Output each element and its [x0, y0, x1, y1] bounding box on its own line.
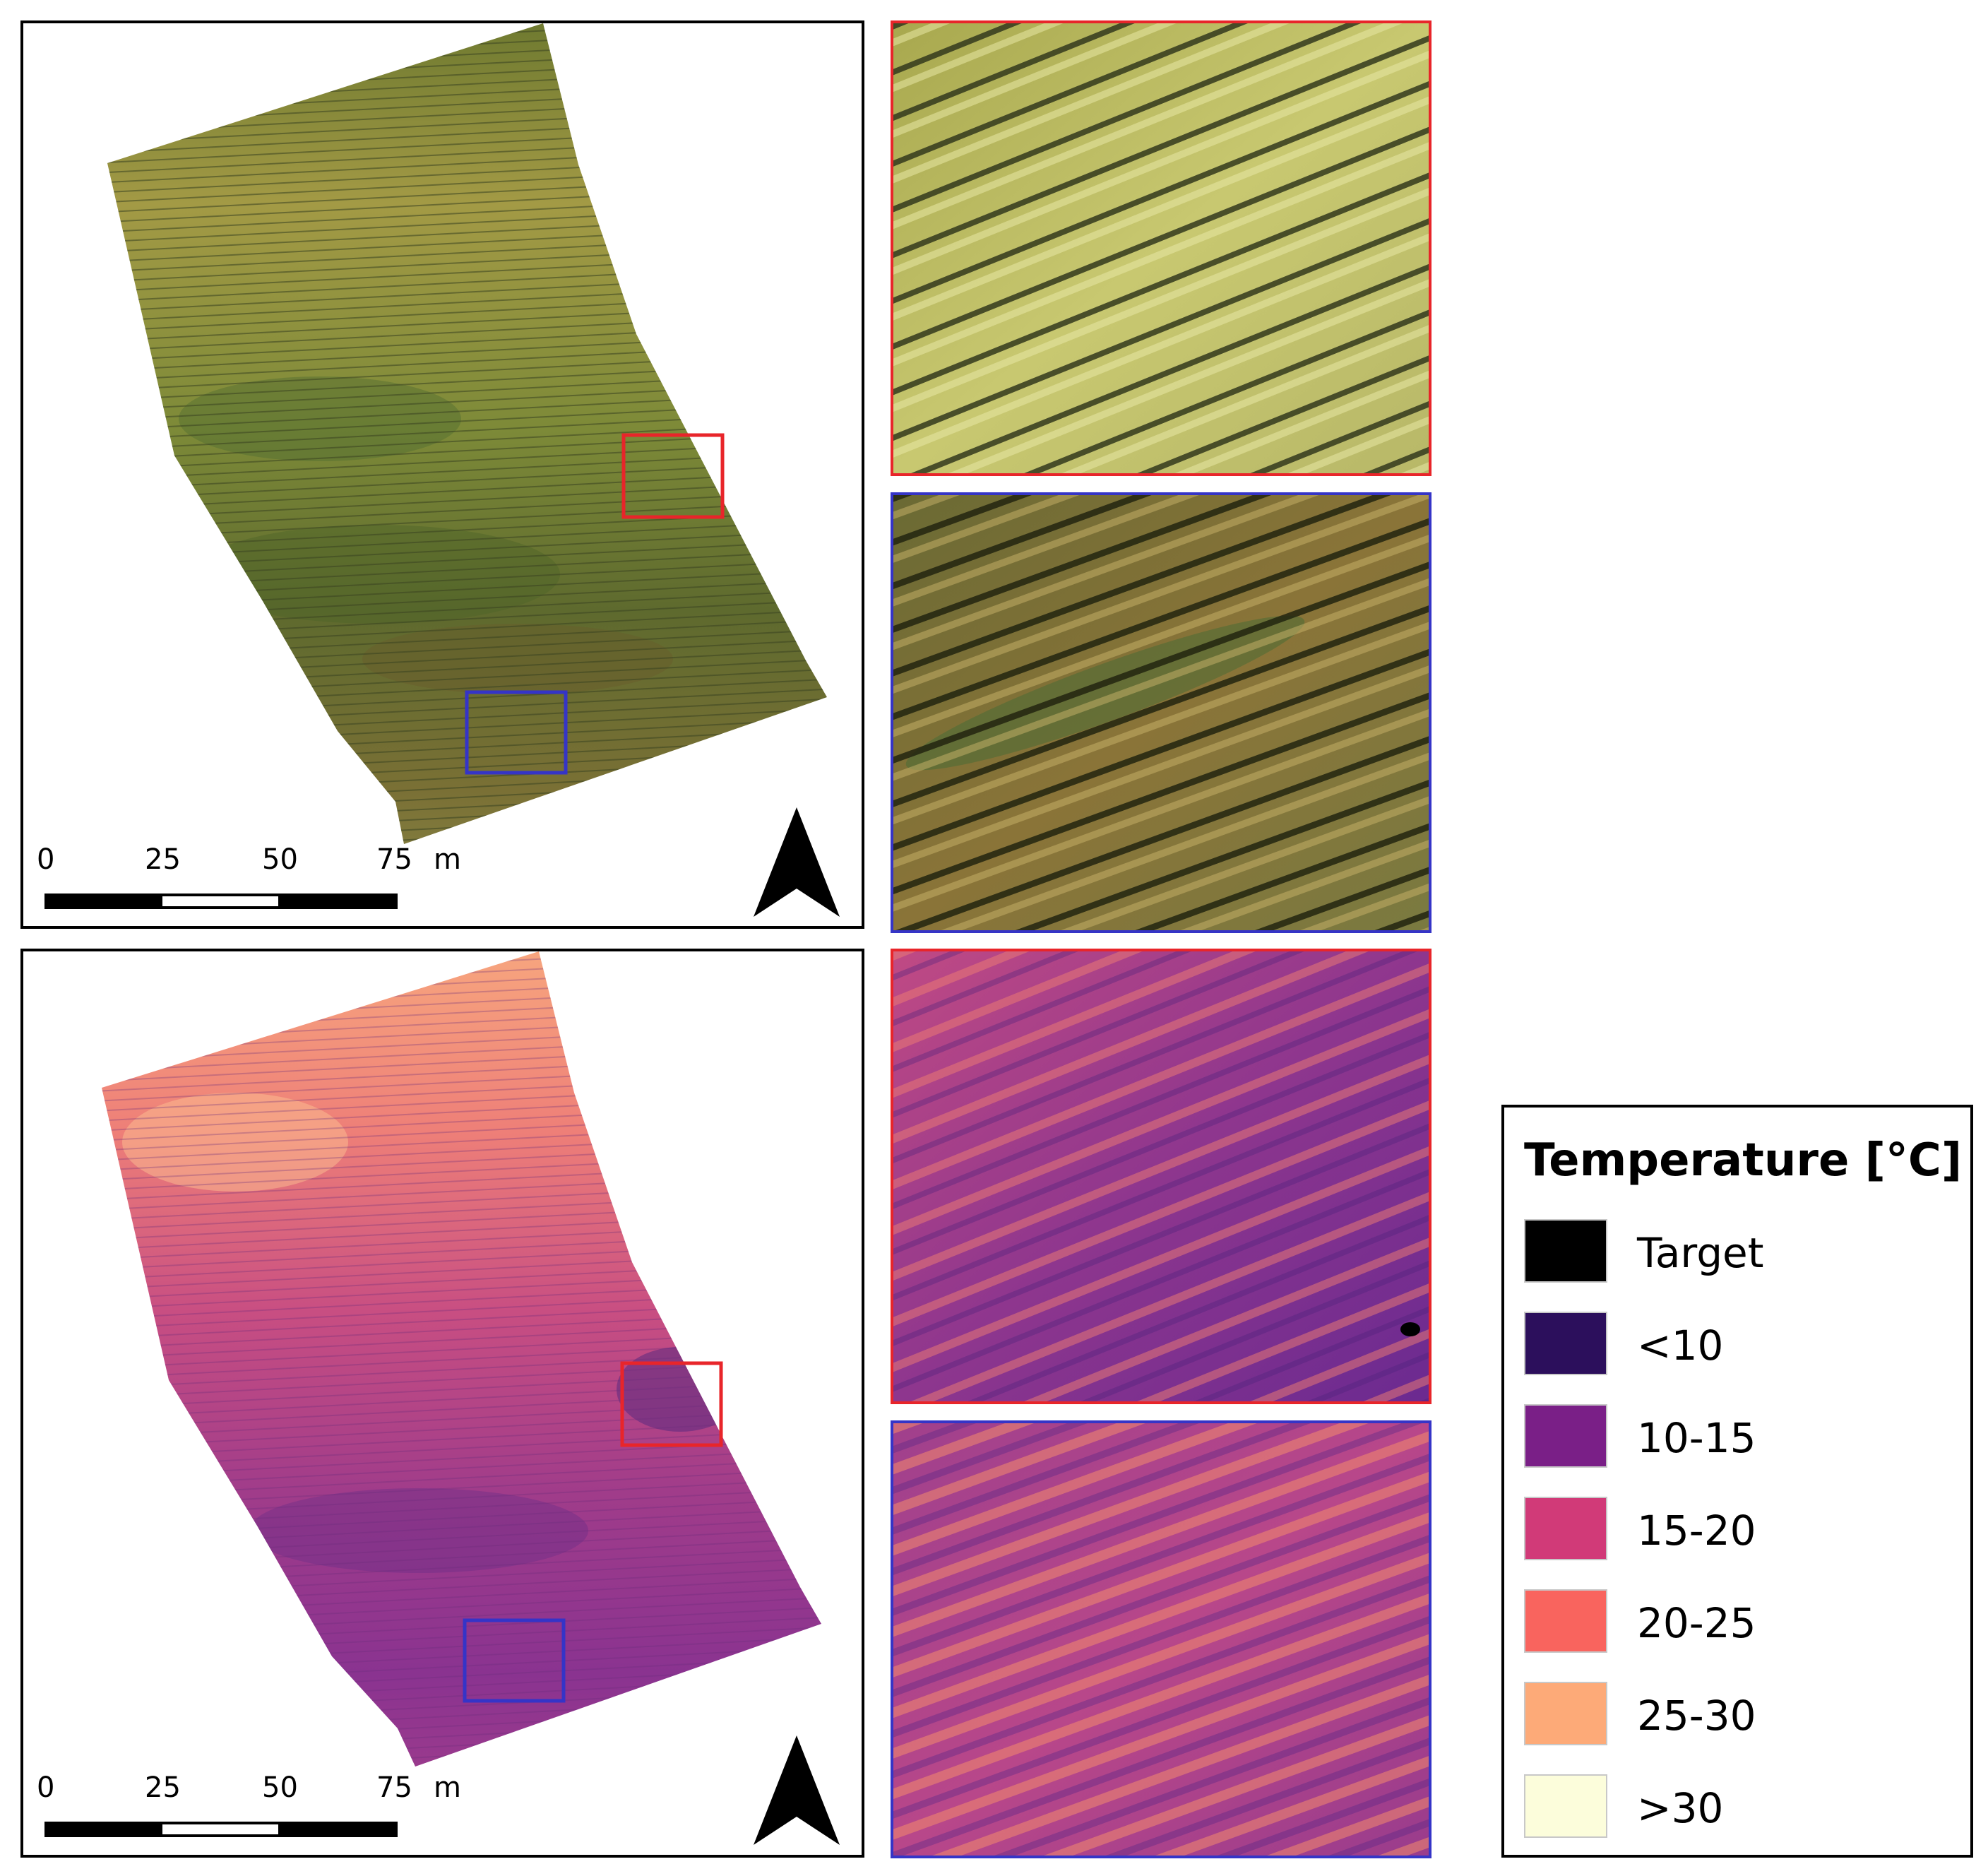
rgb-map-panel: 0 25 50 75 m — [20, 20, 864, 929]
legend-swatch — [1524, 1219, 1607, 1283]
scale-tick-label: 0 — [37, 843, 55, 876]
rgb-field-map — [44, 23, 840, 917]
thermal-map-panel: 0 25 50 75 m — [20, 949, 864, 1858]
scale-tick-label: 50 — [262, 843, 298, 876]
scale-tick-label: 75 — [376, 1771, 412, 1804]
legend-label: 10-15 — [1637, 1414, 1756, 1462]
scale-tick-label: 75 — [376, 843, 412, 876]
thermal-highlight-box-blue — [463, 1618, 566, 1703]
legend-entry: 20-25 — [1524, 1589, 1948, 1654]
legend-label: <10 — [1637, 1322, 1724, 1370]
temperature-legend: Temperature [°C] Target <10 10-15 15-20 20-2… — [1501, 1105, 1973, 1858]
legend-swatch — [1524, 1497, 1607, 1560]
rgb-highlight-box-red — [621, 433, 725, 519]
legend-label: 15-20 — [1637, 1507, 1756, 1555]
thermal-highlight-box-red — [620, 1361, 723, 1447]
rgb-inset-red-image — [893, 23, 1429, 473]
legend-label: 20-25 — [1637, 1599, 1756, 1647]
scale-bar-segment — [162, 1824, 278, 1834]
legend-label: Target — [1637, 1229, 1764, 1277]
thermal-target-marker — [1400, 1322, 1420, 1336]
scale-tick-label: 25 — [145, 843, 181, 876]
thermal-field-map — [44, 951, 840, 1845]
scale-bar-segment — [162, 896, 278, 906]
legend-entry: >30 — [1524, 1774, 1948, 1839]
north-arrow-icon — [754, 1735, 840, 1845]
scale-tick-label: 0 — [37, 1771, 55, 1804]
legend-swatch — [1524, 1774, 1607, 1838]
thermal-inset-red-image — [893, 951, 1429, 1401]
thermal-inset-blue — [891, 1420, 1432, 1858]
legend-label: 25-30 — [1637, 1692, 1756, 1740]
scale-tick-label: 25 — [145, 1771, 181, 1804]
legend-swatch — [1524, 1589, 1607, 1653]
north-arrow-icon — [754, 807, 840, 917]
legend-label: >30 — [1637, 1784, 1724, 1832]
legend-entry: <10 — [1524, 1312, 1948, 1377]
rgb-inset-blue-image — [893, 495, 1429, 930]
legend-title: Temperature [°C] — [1524, 1134, 1963, 1187]
thermal-inset-blue-image — [893, 1423, 1429, 1856]
legend-entry: 25-30 — [1524, 1682, 1948, 1747]
legend-swatch — [1524, 1682, 1607, 1745]
rgb-inset-blue — [891, 492, 1432, 933]
legend-swatch — [1524, 1404, 1607, 1468]
thermal-inset-red — [891, 949, 1432, 1404]
scale-unit-label: m — [434, 1771, 461, 1804]
scale-tick-label: 50 — [262, 1771, 298, 1804]
legend-entry: Target — [1524, 1219, 1948, 1284]
legend-entry: 10-15 — [1524, 1404, 1948, 1469]
scale-unit-label: m — [434, 843, 461, 876]
legend-entry: 15-20 — [1524, 1497, 1948, 1562]
legend-swatch — [1524, 1312, 1607, 1375]
rgb-highlight-box-blue — [465, 690, 568, 775]
rgb-inset-red — [891, 20, 1432, 476]
